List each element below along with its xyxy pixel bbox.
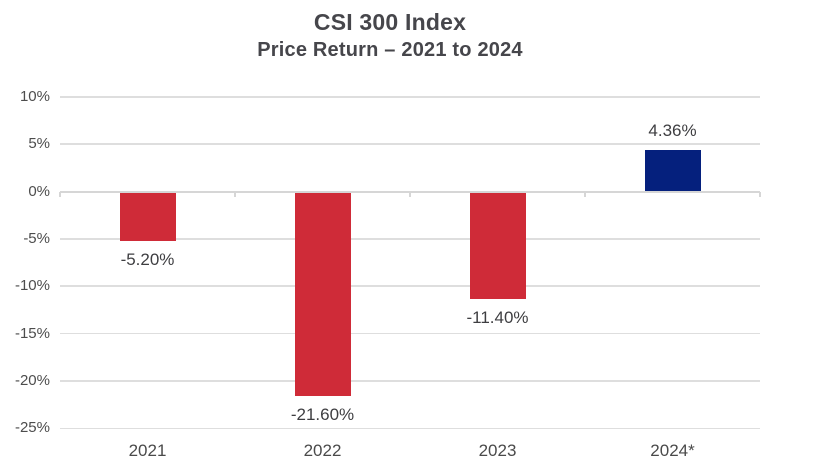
y-axis-label-0%: 0% (28, 182, 50, 200)
bar-2022 (294, 191, 351, 397)
y-axis-label--10%: -10% (14, 277, 50, 295)
value-label-2023: -11.40% (466, 308, 529, 328)
x-axis-label-2024*: 2024* (650, 441, 695, 460)
gridline--20% (60, 380, 760, 382)
zero-axis-tick (59, 191, 61, 197)
gridline--10% (60, 285, 760, 287)
zero-axis-tick (234, 191, 236, 197)
zero-axis-tick (584, 191, 586, 197)
bar-2023 (469, 191, 526, 300)
value-label-2021: -5.20% (120, 249, 175, 269)
x-axis-label-2023: 2023 (478, 441, 517, 460)
gridline-10% (60, 96, 760, 98)
gridline-5% (60, 143, 760, 145)
value-label-2022: -21.60% (290, 405, 355, 425)
y-axis-label--25%: -25% (14, 419, 50, 437)
gridline--25% (60, 427, 760, 429)
gridline--5% (60, 238, 760, 240)
chart-subtitle: Price Return – 2021 to 2024 (257, 38, 523, 61)
chart-title: CSI 300 Index (313, 9, 467, 35)
value-label-2024*: 4.36% (648, 121, 697, 141)
y-axis-label--15%: -15% (14, 324, 50, 342)
zero-axis-tick (759, 191, 761, 197)
bar-2021 (119, 191, 176, 241)
y-axis-label--20%: -20% (14, 371, 50, 389)
gridline--15% (60, 332, 760, 335)
x-axis-label-2021: 2021 (128, 441, 167, 460)
bar-2024* (644, 150, 701, 192)
y-axis-label-10%: 10% (19, 87, 50, 105)
chart-header: CSI 300 Index Price Return – 2021 to 202… (0, 8, 780, 63)
x-axis-label-2022: 2022 (303, 441, 342, 460)
y-axis-label-5%: 5% (28, 135, 50, 153)
zero-axis-tick (409, 191, 411, 197)
y-axis-label--5%: -5% (23, 229, 50, 247)
